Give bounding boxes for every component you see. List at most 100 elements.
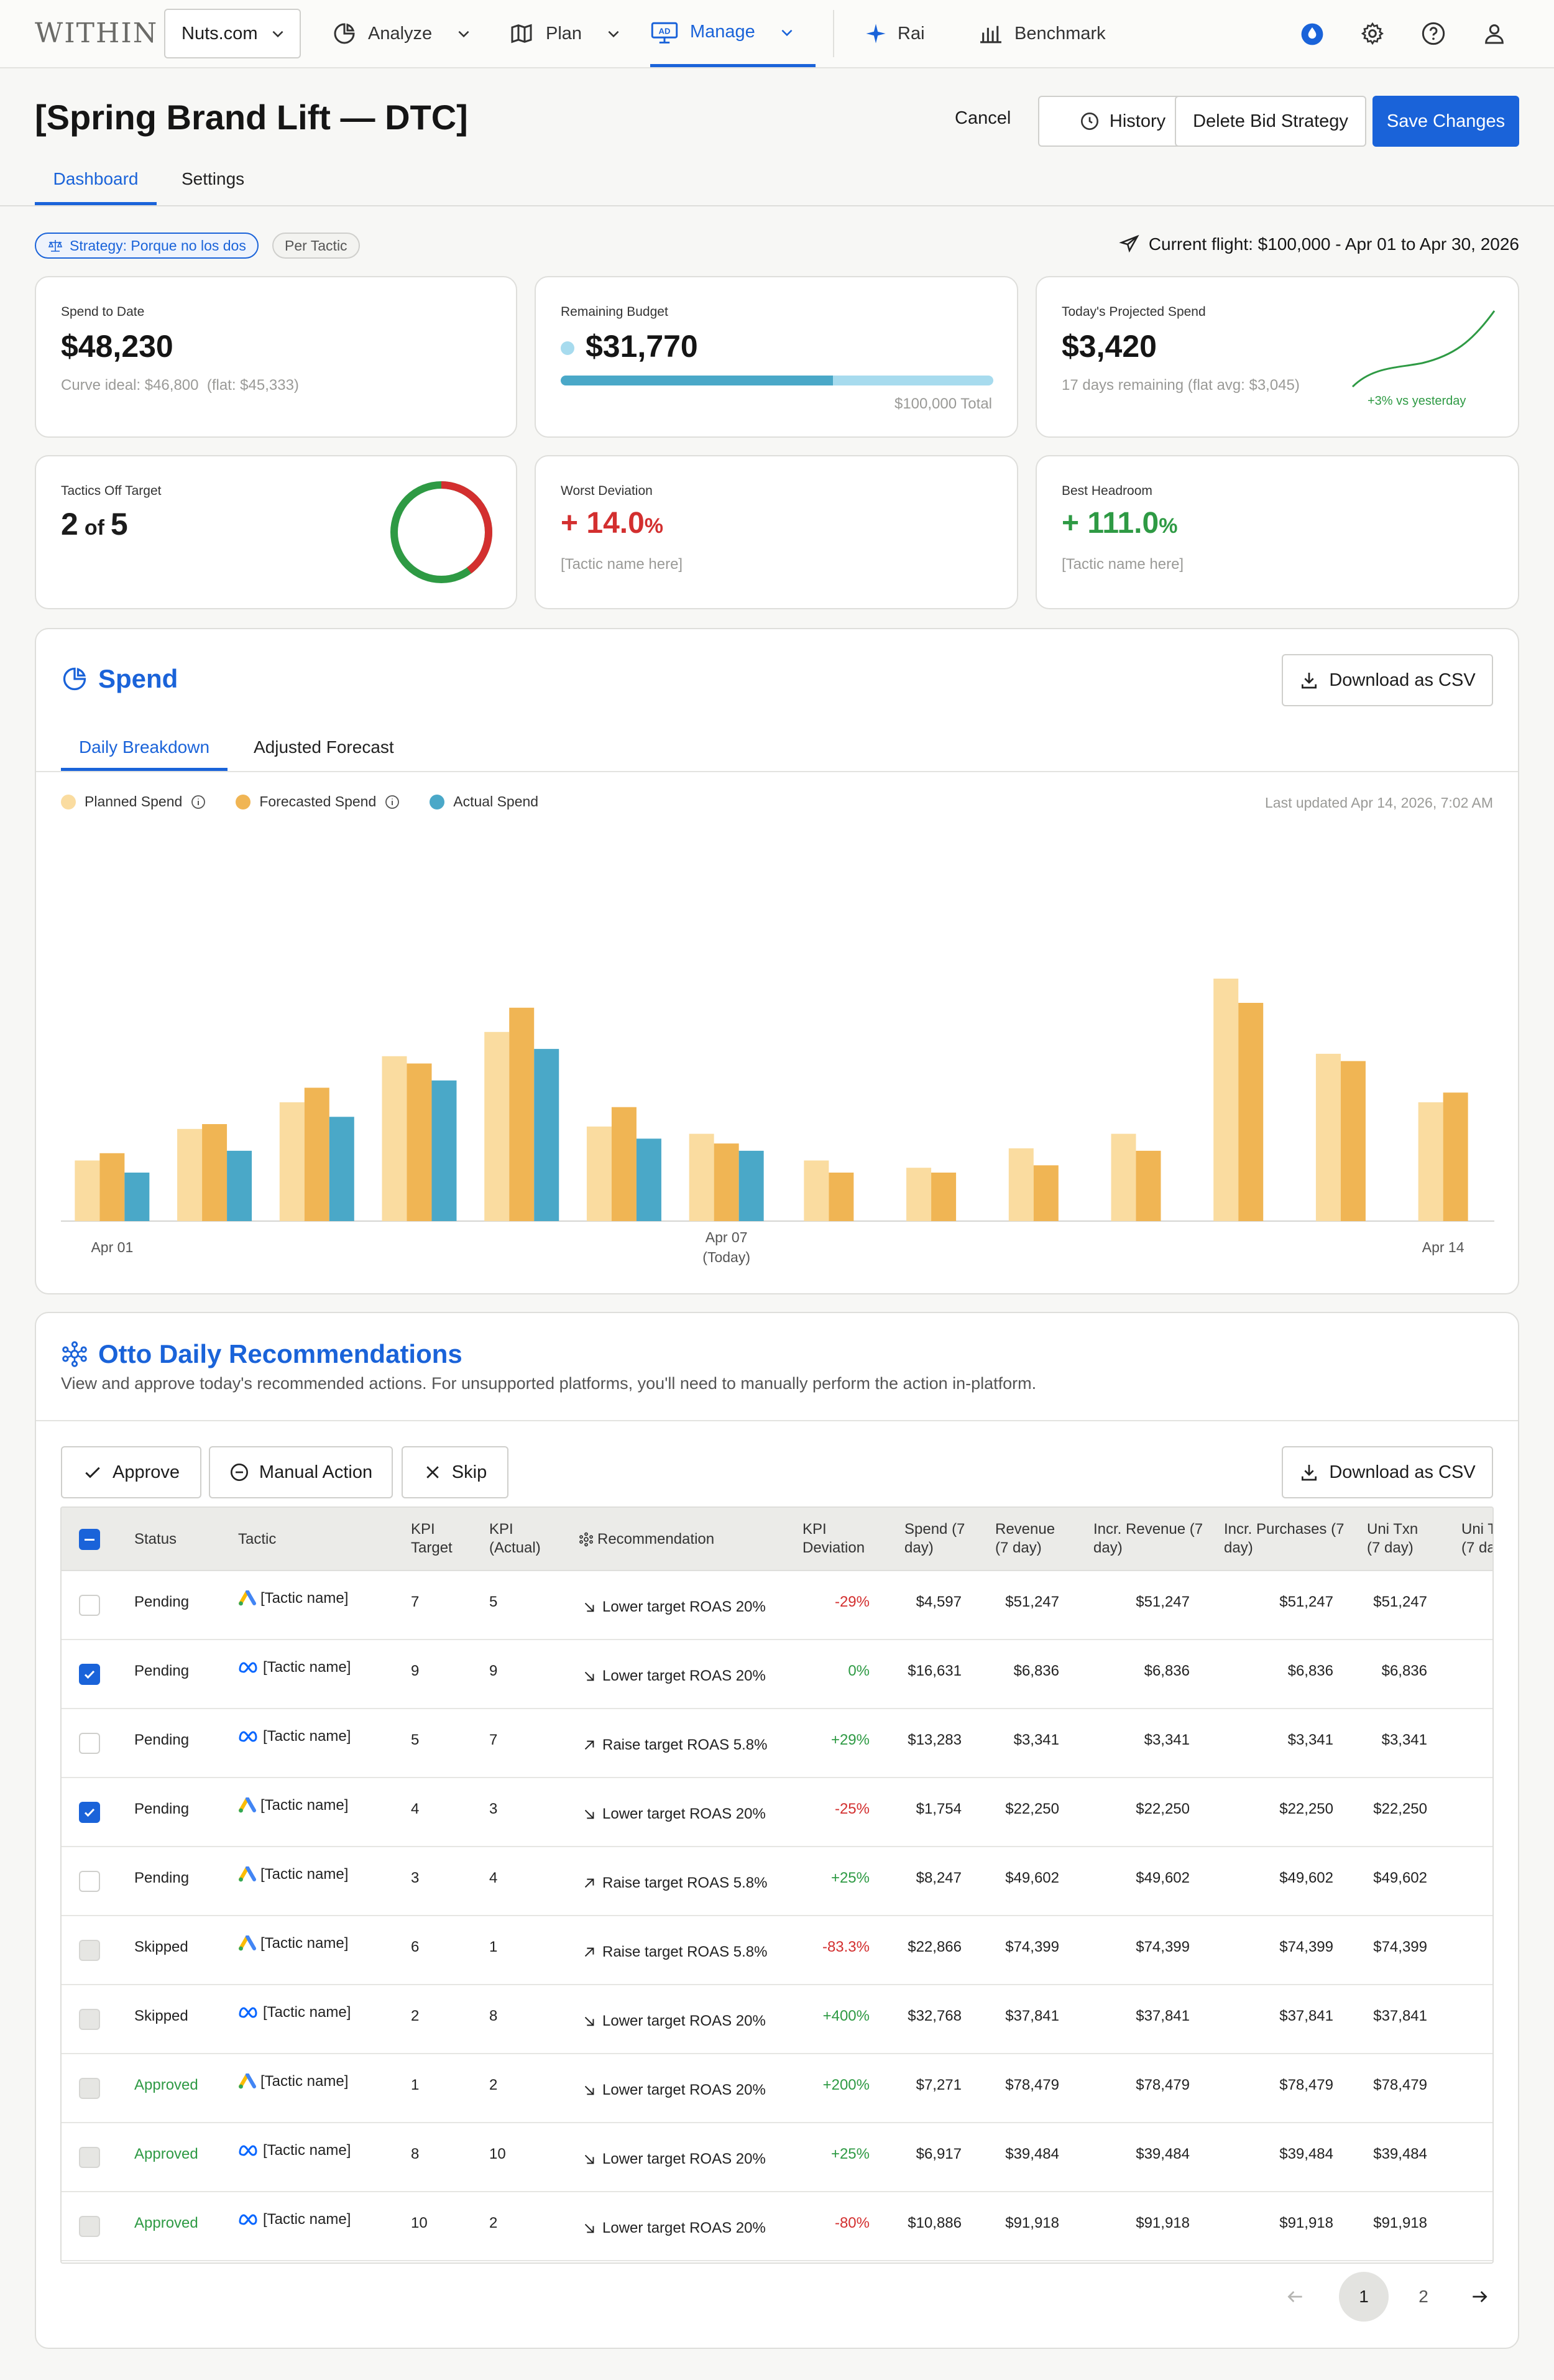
info-icon[interactable] (191, 795, 206, 809)
bar-planned-spend-0[interactable] (75, 1160, 100, 1222)
bar-actual-spend-2[interactable] (329, 1117, 354, 1221)
gear-icon[interactable] (1360, 21, 1385, 46)
bar-forecasted-spend-0[interactable] (99, 1153, 125, 1221)
row-checkbox[interactable] (79, 1664, 100, 1685)
spend-download-csv-button[interactable]: Download as CSV (1282, 654, 1493, 706)
table-row[interactable]: Skipped [Tactic name] 2 8 Lower target ROAS … (62, 1985, 1492, 2054)
bar-forecasted-spend-4[interactable] (509, 1007, 535, 1221)
row-tactic[interactable]: [Tactic name] (238, 1728, 351, 1745)
col-uni-txn-7day-overflow[interactable]: Uni T (7 da (1461, 1521, 1494, 1556)
bar-planned-spend-7[interactable] (804, 1160, 829, 1222)
table-row[interactable]: Approved [Tactic name] 1 2 Lower target ROAS… (62, 2054, 1492, 2123)
row-tactic[interactable]: [Tactic name] (238, 1590, 348, 1607)
row-tactic[interactable]: [Tactic name] (238, 2211, 351, 2228)
bar-actual-spend-3[interactable] (431, 1080, 457, 1221)
row-tactic[interactable]: [Tactic name] (238, 1659, 351, 1676)
user-icon[interactable] (1482, 21, 1507, 46)
bar-forecasted-spend-11[interactable] (1238, 1003, 1264, 1221)
bar-actual-spend-1[interactable] (227, 1150, 252, 1221)
bar-planned-spend-2[interactable] (279, 1102, 305, 1221)
save-changes-button[interactable]: Save Changes (1372, 96, 1519, 147)
delete-bid-strategy-button[interactable]: Delete Bid Strategy (1175, 96, 1366, 147)
table-row[interactable]: Pending [Tactic name] 5 7 Raise target ROAS … (62, 1709, 1492, 1778)
row-tactic[interactable]: [Tactic name] (238, 2142, 351, 2159)
strategy-chip[interactable]: Strategy: Porque no los dos (35, 233, 259, 259)
tab-adjusted-forecast[interactable]: Adjusted Forecast (254, 737, 394, 757)
info-icon[interactable] (385, 795, 400, 809)
bar-planned-spend-3[interactable] (382, 1056, 407, 1221)
per-tactic-chip[interactable]: Per Tactic (272, 233, 360, 259)
bar-forecasted-spend-3[interactable] (407, 1063, 432, 1222)
bar-forecasted-spend-6[interactable] (714, 1143, 739, 1221)
account-switcher[interactable]: Nuts.com (164, 9, 301, 58)
col-incr-purchases-7day[interactable]: Incr. Purchases (7 day) (1224, 1521, 1345, 1556)
tab-settings[interactable]: Settings (182, 169, 245, 188)
table-row[interactable]: Pending [Tactic name] 4 3 Lower target ROAS … (62, 1778, 1492, 1847)
bar-actual-spend-5[interactable] (636, 1138, 661, 1221)
nav-rai[interactable]: Rai (865, 0, 925, 67)
table-row[interactable]: Pending [Tactic name] 7 5 Lower target ROAS … (62, 1571, 1492, 1640)
cancel-button[interactable]: Cancel (955, 108, 1011, 128)
bar-planned-spend-8[interactable] (906, 1168, 932, 1221)
col-kpi-target[interactable]: KPI Target (411, 1521, 453, 1556)
bar-forecasted-spend-7[interactable] (829, 1173, 854, 1221)
approve-button[interactable]: Approve (61, 1446, 201, 1498)
row-tactic[interactable]: [Tactic name] (238, 1797, 348, 1814)
bar-actual-spend-6[interactable] (738, 1150, 764, 1221)
bar-forecasted-spend-10[interactable] (1136, 1150, 1161, 1221)
help-icon[interactable] (1421, 21, 1446, 46)
nav-analyze[interactable]: Analyze (332, 0, 472, 67)
bar-forecasted-spend-12[interactable] (1340, 1061, 1366, 1221)
arrow-left-icon[interactable] (1285, 2287, 1305, 2307)
col-incr-revenue-7day[interactable]: Incr. Revenue (7 day) (1093, 1521, 1203, 1556)
bar-forecasted-spend-13[interactable] (1443, 1092, 1468, 1221)
col-status[interactable]: Status (134, 1531, 177, 1547)
row-tactic[interactable]: [Tactic name] (238, 2004, 351, 2021)
bar-forecasted-spend-9[interactable] (1033, 1165, 1059, 1221)
bar-planned-spend-9[interactable] (1008, 1148, 1034, 1221)
row-checkbox[interactable] (79, 1595, 100, 1616)
page-2-button[interactable]: 2 (1418, 2287, 1428, 2306)
col-kpi-deviation[interactable]: KPI Deviation (802, 1521, 865, 1556)
nav-benchmark[interactable]: Benchmark (978, 0, 1106, 67)
bar-forecasted-spend-1[interactable] (202, 1124, 228, 1221)
col-recommendation[interactable]: Recommendation (579, 1530, 714, 1549)
col-uni-txn-7day[interactable]: Uni Txn (7 day) (1367, 1521, 1418, 1556)
bar-forecasted-spend-2[interactable] (304, 1087, 329, 1222)
bar-forecasted-spend-8[interactable] (931, 1173, 957, 1221)
bar-planned-spend-11[interactable] (1213, 979, 1239, 1221)
select-all-checkbox[interactable] (79, 1529, 100, 1550)
nav-plan[interactable]: Plan (508, 0, 622, 67)
bar-planned-spend-6[interactable] (689, 1133, 714, 1221)
bar-planned-spend-1[interactable] (177, 1128, 203, 1221)
row-tactic[interactable]: [Tactic name] (238, 1866, 348, 1883)
col-kpi-actual[interactable]: KPI (Actual) (489, 1521, 541, 1556)
bar-actual-spend-0[interactable] (124, 1173, 150, 1221)
logo[interactable]: WITHIN (35, 17, 159, 49)
otto-download-csv-button[interactable]: Download as CSV (1282, 1446, 1493, 1498)
row-checkbox[interactable] (79, 1802, 100, 1823)
manual-action-button[interactable]: Manual Action (209, 1446, 393, 1498)
bar-planned-spend-10[interactable] (1111, 1133, 1136, 1221)
col-revenue-7day[interactable]: Revenue (7 day) (995, 1521, 1055, 1556)
bar-planned-spend-12[interactable] (1315, 1053, 1341, 1221)
bar-forecasted-spend-5[interactable] (611, 1107, 637, 1221)
bar-actual-spend-4[interactable] (534, 1049, 559, 1221)
col-spend-7day[interactable]: Spend (7 day) (904, 1521, 965, 1556)
tab-daily-breakdown[interactable]: Daily Breakdown (61, 726, 228, 771)
row-checkbox[interactable] (79, 1871, 100, 1892)
tab-dashboard[interactable]: Dashboard (35, 163, 157, 205)
arrow-right-icon[interactable] (1469, 2287, 1489, 2307)
table-row[interactable]: Pending [Tactic name] 9 9 Lower target ROAS … (62, 1640, 1492, 1709)
bar-planned-spend-5[interactable] (586, 1126, 612, 1221)
bar-planned-spend-13[interactable] (1418, 1102, 1443, 1221)
nav-manage[interactable]: AD Manage (650, 0, 816, 67)
bar-planned-spend-4[interactable] (484, 1031, 510, 1221)
table-row[interactable]: Skipped [Tactic name] 6 1 Raise target ROAS … (62, 1916, 1492, 1985)
water-drop-icon[interactable] (1300, 22, 1324, 46)
table-row[interactable]: Approved [Tactic name] 10 2 Lower target ROA… (62, 2192, 1492, 2261)
skip-button[interactable]: Skip (402, 1446, 508, 1498)
page-1-button[interactable]: 1 (1339, 2272, 1389, 2322)
row-tactic[interactable]: [Tactic name] (238, 2073, 348, 2090)
col-tactic[interactable]: Tactic (238, 1531, 277, 1547)
